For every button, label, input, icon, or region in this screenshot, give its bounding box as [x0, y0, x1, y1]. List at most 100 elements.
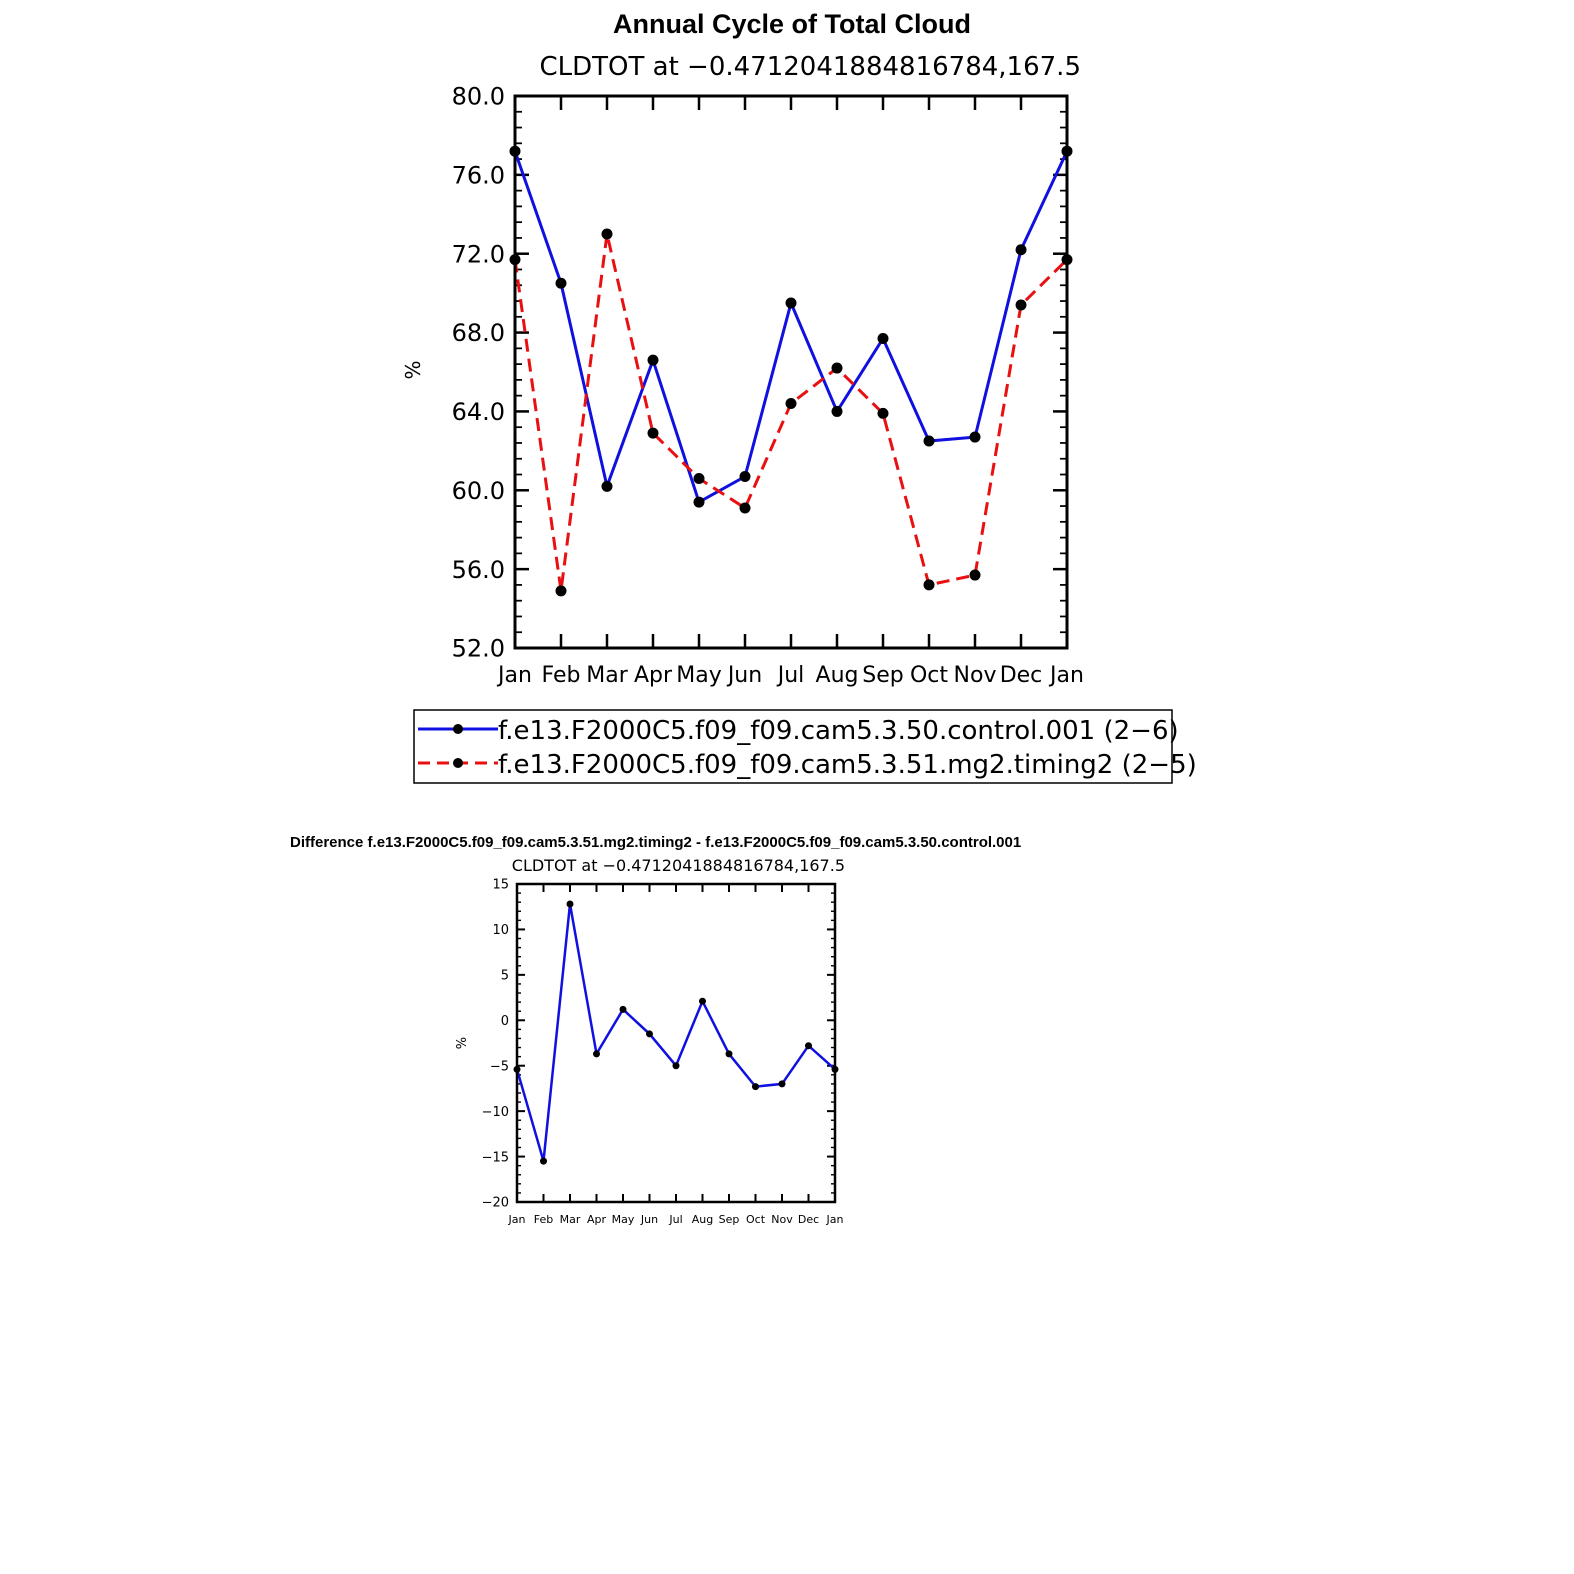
chart2-series-0-point — [646, 1030, 653, 1038]
chart1-series-0-point — [555, 277, 567, 289]
chart2-xtick-label: Jun — [640, 1213, 658, 1226]
chart2-xtick-label: Jul — [668, 1213, 682, 1226]
chart1-ytick-label: 76.0 — [452, 161, 505, 189]
chart1-series-1-point — [647, 427, 659, 439]
legend-label-control: f.e13.F2000C5.f09_f09.cam5.3.50.control.… — [498, 716, 1179, 746]
chart1-ytick-label: 72.0 — [452, 240, 505, 268]
chart2-series-0-point — [672, 1062, 680, 1070]
chart2-title: Difference f.e13.F2000C5.f09_f09.cam5.3.… — [290, 834, 1021, 851]
chart1-xtick-label: Aug — [816, 663, 859, 688]
chart1-series-0-point — [1015, 244, 1027, 256]
chart2-ylabel: % — [455, 1037, 470, 1049]
chart2-series-0-point — [593, 1050, 600, 1058]
chart2-plot-frame — [515, 882, 837, 1204]
chart2-ytick-label: −15 — [482, 1150, 509, 1165]
chart1-xtick-label: Jan — [496, 663, 532, 688]
legend-box — [413, 709, 1173, 784]
chart1-series-1-point — [1015, 299, 1027, 311]
chart1-series-1-point — [831, 362, 843, 374]
chart2-xtick-label: May — [612, 1213, 635, 1226]
chart2-xtick-label: Jan — [826, 1213, 844, 1226]
chart2-series-0-point — [805, 1042, 812, 1050]
chart1-series-0-point — [877, 332, 889, 344]
chart1-series-line-1 — [513, 233, 1069, 592]
chart2-series — [513, 900, 839, 1165]
chart1-series-1-point — [739, 502, 751, 514]
chart2-subtitle: CLDTOT at −0.4712041884816784,167.5 — [512, 856, 845, 875]
chart1-series-0-point — [739, 470, 751, 482]
chart1-xtick-label: Jun — [726, 663, 762, 688]
chart2-series-0-point — [699, 997, 706, 1005]
chart2-ytick-label: −20 — [482, 1196, 509, 1211]
chart1-series-1-point — [877, 407, 889, 419]
chart1-ytick-label: 68.0 — [452, 319, 505, 347]
chart2-series-line-0 — [515, 903, 836, 1162]
chart2-xtick-label: Dec — [798, 1213, 819, 1226]
chart2-ytick-label: 15 — [492, 878, 509, 893]
chart1-ylabel: % — [401, 360, 425, 379]
chart1-legend: f.e13.F2000C5.f09_f09.cam5.3.50.control.… — [413, 709, 1197, 784]
chart1-x-tick-labels: Jan Feb Mar Apr May Jun Jul Aug Sep Oct Nov Dec Jan — [496, 663, 1084, 688]
chart1-xtick-label: Sep — [862, 663, 903, 688]
chart2-series-0-point — [566, 900, 574, 908]
chart1-series-0-point — [831, 405, 843, 417]
chart2-xtick-label: Sep — [719, 1213, 740, 1226]
chart2-xtick-label: Apr — [587, 1213, 607, 1226]
chart1-series-0-point — [785, 297, 797, 309]
chart2-ytick-label: 5 — [501, 969, 509, 984]
chart2-series-0-point — [778, 1080, 786, 1088]
chart1-y-tick-labels: 52.0 56.0 60.0 64.0 68.0 72.0 76.0 80.0 — [452, 83, 505, 663]
chart1-plot-frame — [513, 94, 1069, 650]
chart1-xtick-label: Jan — [1048, 663, 1084, 688]
chart1-ytick-label: 60.0 — [452, 477, 505, 505]
chart-difference: Difference f.e13.F2000C5.f09_f09.cam5.3.… — [290, 834, 1021, 1226]
chart2-x-tick-labels: Jan Feb Mar Apr May Jun Jul Aug Sep Oct Nov Dec Jan — [508, 1213, 844, 1226]
chart1-xtick-label: Nov — [954, 663, 997, 688]
chart1-series-1-point — [555, 585, 567, 597]
chart1-ytick-label: 80.0 — [452, 83, 505, 111]
chart2-series-0-point — [540, 1157, 547, 1165]
chart2-series-0-point — [619, 1005, 627, 1013]
chart1-series-0-point — [969, 431, 981, 443]
chart1-series-1-point — [785, 398, 797, 410]
chart2-series-0-point — [725, 1050, 733, 1058]
chart1-xtick-label: Dec — [1000, 663, 1043, 688]
chart1-series-line-0 — [513, 150, 1069, 505]
chart2-ticks — [516, 883, 836, 1203]
chart2-xtick-label: Mar — [560, 1213, 581, 1226]
chart1-xtick-label: Jul — [776, 663, 805, 688]
chart1-xtick-label: Mar — [586, 663, 628, 688]
chart1-series-0-point — [693, 496, 705, 508]
chart1-xtick-label: Oct — [910, 663, 948, 688]
chart1-subtitle: CLDTOT at −0.4712041884816784,167.5 — [539, 52, 1081, 82]
chart1-series-1-point — [601, 228, 613, 240]
legend-label-mg2: f.e13.F2000C5.f09_f09.cam5.3.51.mg2.timi… — [498, 750, 1197, 780]
chart2-xtick-label: Feb — [534, 1213, 553, 1226]
chart1-xtick-label: May — [676, 663, 721, 688]
chart1-series — [509, 145, 1073, 597]
chart1-ticks — [513, 94, 1069, 650]
chart-annual-cycle: Annual Cycle of Total Cloud CLDTOT at −0… — [401, 9, 1197, 784]
chart2-ytick-label: 0 — [501, 1014, 509, 1029]
chart2-series-0-point — [752, 1083, 759, 1091]
legend-entry-mg2: f.e13.F2000C5.f09_f09.cam5.3.51.mg2.timi… — [418, 750, 1197, 780]
chart1-ytick-label: 52.0 — [452, 635, 505, 663]
chart2-ytick-label: −10 — [482, 1105, 509, 1120]
chart1-series-1-point — [693, 472, 705, 484]
chart1-series-1-point — [923, 579, 935, 591]
chart2-xtick-label: Jan — [508, 1213, 526, 1226]
chart1-ytick-label: 64.0 — [452, 398, 505, 426]
chart1-title: Annual Cycle of Total Cloud — [613, 9, 971, 39]
chart1-series-0-point — [601, 480, 613, 492]
chart1-series-0-point — [923, 435, 935, 447]
chart2-ytick-label: −5 — [490, 1059, 509, 1074]
legend-marker-mg2 — [453, 758, 463, 768]
legend-marker-control — [453, 724, 463, 734]
chart2-xtick-label: Aug — [692, 1213, 713, 1226]
chart1-xtick-label: Feb — [542, 663, 581, 688]
chart2-xtick-label: Oct — [746, 1213, 766, 1226]
legend-entry-control: f.e13.F2000C5.f09_f09.cam5.3.50.control.… — [418, 716, 1179, 746]
chart2-ytick-label: 10 — [492, 923, 509, 938]
chart1-xtick-label: Apr — [634, 663, 673, 688]
